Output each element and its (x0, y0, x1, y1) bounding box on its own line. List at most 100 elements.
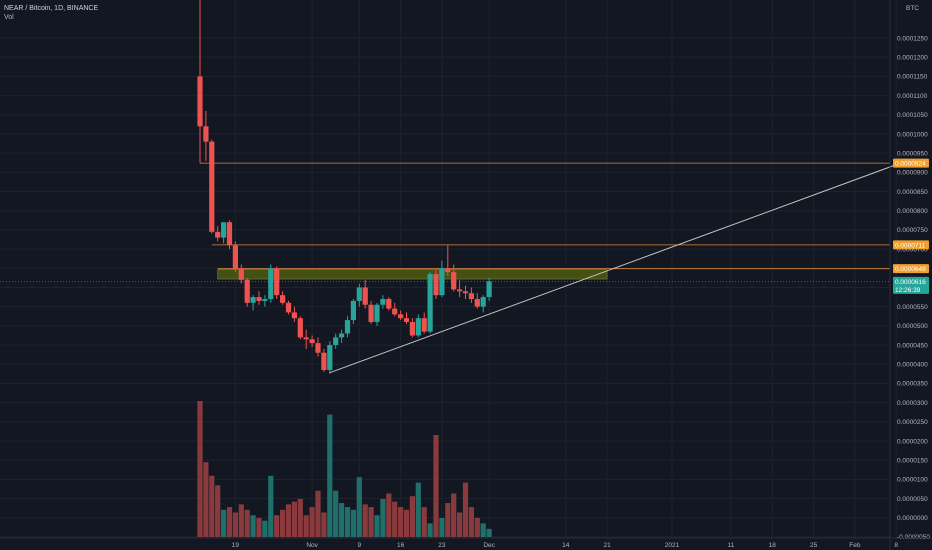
time-tick-label: Dec (483, 542, 495, 549)
volume-bar (374, 515, 380, 537)
price-tick-label: 0.0000800 (897, 208, 928, 215)
resistance-zone[interactable] (217, 269, 608, 280)
candle-body (197, 76, 203, 127)
volume-bar (321, 512, 327, 537)
time-tick-label: 19 (232, 542, 240, 549)
volume-bar (415, 482, 421, 537)
volume-bar (309, 507, 315, 537)
volume-bar (203, 462, 209, 537)
volume-label: Vol (4, 14, 14, 21)
time-tick-label: Nov (306, 542, 318, 549)
current-price-tag-text: 0.0000616 (895, 279, 926, 286)
price-tick-label: 0.0001150 (897, 74, 928, 81)
price-tick-label: 0.0001000 (897, 131, 928, 138)
trend-line[interactable] (329, 164, 897, 374)
volume-bar (250, 515, 256, 537)
candle-body (392, 308, 398, 315)
volume-bar (403, 509, 410, 537)
candle-body (327, 345, 333, 370)
time-axis[interactable]: 19 Nov 9 16 23 Dec 14 21 2021 11 18 25 Feb 8 (0, 537, 932, 549)
volume-bar (280, 509, 286, 537)
candle-body (356, 287, 362, 301)
candle-body (468, 293, 474, 300)
volume-bar (380, 498, 386, 537)
price-tick-label: 0.0000300 (897, 400, 928, 407)
price-tick-label: 0.0000350 (897, 381, 928, 388)
volume-bar (474, 517, 480, 537)
volume-bar (303, 515, 309, 537)
volume-bar (368, 507, 374, 537)
price-tick-label: 0.0000000 (897, 515, 928, 522)
time-tick-label: 9 (357, 542, 361, 549)
volume-bar (285, 504, 292, 537)
resistance-zone-rect[interactable] (217, 269, 608, 280)
volume-bar (433, 435, 439, 537)
price-tick-label: 0.0001100 (897, 93, 928, 100)
ascending-trend-line[interactable] (329, 164, 897, 374)
volume-bar (350, 509, 356, 537)
candle-body (280, 295, 286, 303)
current-price-tag-bg (893, 276, 929, 294)
price-tick-label: 0.0000100 (897, 477, 928, 484)
volume-bar (439, 517, 445, 537)
candle-body (268, 268, 274, 300)
volume-bar (209, 475, 215, 537)
symbol-label: NEAR / Bitcoin, 1D, BINANCE (4, 5, 99, 12)
candle-body (445, 268, 451, 273)
candle-body (232, 245, 238, 269)
candle-body (403, 318, 410, 323)
candle-body (309, 339, 315, 344)
volume-bar (215, 485, 221, 537)
candle-body (297, 318, 303, 338)
candle-body (333, 337, 339, 346)
level-tag-text: 0.0000711 (895, 242, 926, 249)
time-tick-label: 14 (562, 542, 570, 549)
level-tag-text: 0.0000924 (895, 161, 926, 168)
time-tick-label: 11 (728, 542, 735, 549)
price-tick-label: 0.0000500 (897, 323, 928, 330)
candle-body (415, 318, 421, 336)
candle-body (486, 281, 492, 298)
volume-bar (398, 507, 404, 537)
volume-bar (315, 490, 321, 537)
candle-body (262, 299, 268, 301)
candle-body (480, 297, 486, 307)
price-tick-label: 0.0000200 (897, 438, 928, 445)
candle-body (291, 312, 297, 319)
candle-body (386, 299, 392, 309)
price-tick-label: 0.0000150 (897, 457, 928, 464)
time-tick-label: 25 (810, 542, 818, 549)
time-tick-label: 21 (603, 542, 611, 549)
price-tick-label: 0.0000900 (897, 170, 928, 177)
candle-body (368, 304, 374, 323)
volume-bar (256, 517, 262, 537)
volume-bar (427, 523, 433, 537)
time-tick-label: 23 (438, 542, 446, 549)
price-tags: 0.0000924 0.0000711 0.0000649 0.000061612:2… (893, 158, 929, 294)
volume-bar (232, 512, 238, 537)
price-tick-label: 0.0000250 (897, 419, 928, 426)
candle-body (433, 274, 439, 296)
candle-body (380, 299, 386, 305)
volume-bar (362, 504, 368, 537)
candle-body (244, 279, 250, 303)
price-tick-label: 0.0000400 (897, 362, 928, 369)
candle-body (374, 304, 380, 323)
price-tick-label: 0.0001050 (897, 112, 928, 119)
volume-bar (297, 498, 303, 537)
volume-bar (339, 503, 345, 537)
price-candles (197, 0, 492, 374)
level-tag-bg (893, 240, 929, 250)
volume-bar (262, 520, 268, 537)
volume-bar (445, 503, 451, 537)
candle-body (421, 318, 427, 332)
candle-body (274, 268, 280, 296)
candle-body (427, 274, 433, 332)
price-tick-label: 0.0000050 (897, 496, 928, 503)
currency-label: BTC (906, 5, 919, 12)
horizontal-levels[interactable] (0, 0, 890, 282)
level-tag-text: 0.0000649 (895, 266, 926, 273)
candle-body (256, 297, 262, 301)
candle-body (439, 268, 445, 296)
